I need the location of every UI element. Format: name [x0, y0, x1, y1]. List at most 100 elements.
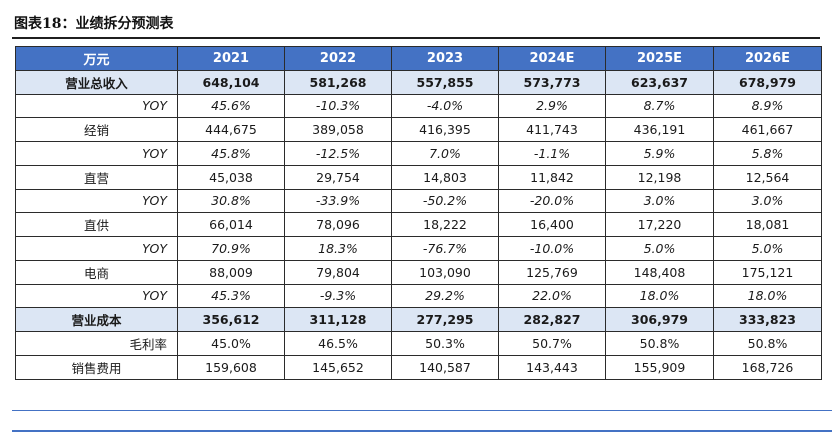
table-cell: 45.6% — [177, 93, 285, 119]
row-label: 电商 — [15, 259, 178, 285]
table-row: YOY 30.8% -33.9% -50.2% -20.0% 3.0% 3.0% — [15, 188, 822, 214]
table-row: YOY 45.3% -9.3% 29.2% 22.0% 18.0% 18.0% — [15, 283, 822, 309]
table-cell: -20.0% — [498, 188, 606, 214]
forecast-table: 万元 2021 2022 2023 2024E 2025E 2026E 营业总收入 648,1… — [15, 46, 822, 380]
row-label: 销售费用 — [15, 354, 178, 380]
table-header: 万元 2021 2022 2023 2024E 2025E 2026E — [15, 46, 822, 71]
table-cell: 70.9% — [177, 236, 285, 261]
header-row: 万元 2021 2022 2023 2024E 2025E 2026E — [15, 46, 822, 71]
table-cell: 30.8% — [177, 188, 285, 214]
header-year: 2024E — [498, 46, 606, 71]
table-row: 直供 66,014 78,096 18,222 16,400 17,220 18,081 — [15, 212, 822, 237]
header-year: 2021 — [177, 46, 285, 71]
table-cell: 18,081 — [713, 212, 822, 237]
table-cell: 45.3% — [177, 283, 285, 309]
table-cell: -12.5% — [284, 141, 392, 166]
table-cell: 17,220 — [605, 212, 714, 237]
table-cell: 7.0% — [391, 141, 499, 166]
row-label: 经销 — [15, 117, 178, 142]
table-cell: 306,979 — [605, 307, 714, 332]
footer-divider — [12, 430, 832, 432]
table-cell: 648,104 — [177, 69, 285, 95]
table-row: 营业总收入 648,104 581,268 557,855 573,773 623,637… — [15, 69, 822, 95]
row-label: 毛利率 — [15, 331, 178, 356]
table-cell: 411,743 — [498, 117, 606, 142]
table-row: YOY 45.6% -10.3% -4.0% 2.9% 8.7% 8.9% — [15, 93, 822, 119]
table-cell: 282,827 — [498, 307, 606, 332]
table-cell: -1.1% — [498, 141, 606, 166]
table-row: 直营 45,038 29,754 14,803 11,842 12,198 12,564 — [15, 164, 822, 190]
table-cell: 88,009 — [177, 259, 285, 285]
table-cell: 18.3% — [284, 236, 392, 261]
table-cell: 5.9% — [605, 141, 714, 166]
table-cell: -33.9% — [284, 188, 392, 214]
table-cell: 45,038 — [177, 164, 285, 190]
row-label: YOY — [15, 283, 178, 309]
table-cell: 45.0% — [177, 331, 285, 356]
row-label: YOY — [15, 188, 178, 214]
table-cell: -4.0% — [391, 93, 499, 119]
table-cell: 50.8% — [713, 331, 822, 356]
table-cell: 416,395 — [391, 117, 499, 142]
table-cell: 389,058 — [284, 117, 392, 142]
table-cell: -9.3% — [284, 283, 392, 309]
table-cell: 581,268 — [284, 69, 392, 95]
table-cell: 29,754 — [284, 164, 392, 190]
table-cell: 155,909 — [605, 354, 714, 380]
row-label: 营业成本 — [15, 307, 178, 332]
table-cell: 50.8% — [605, 331, 714, 356]
header-year: 2026E — [713, 46, 822, 71]
table-cell: -76.7% — [391, 236, 499, 261]
row-label: YOY — [15, 236, 178, 261]
table-cell: 623,637 — [605, 69, 714, 95]
table-cell: 46.5% — [284, 331, 392, 356]
table-cell: 3.0% — [713, 188, 822, 214]
table-cell: 143,443 — [498, 354, 606, 380]
table-cell: 168,726 — [713, 354, 822, 380]
table-cell: 50.7% — [498, 331, 606, 356]
table-cell: 277,295 — [391, 307, 499, 332]
table-row: 营业成本 356,612 311,128 277,295 282,827 306,979 3… — [15, 307, 822, 332]
table-cell: 5.0% — [605, 236, 714, 261]
table-cell: 79,804 — [284, 259, 392, 285]
table-cell: 66,014 — [177, 212, 285, 237]
table-cell: 461,667 — [713, 117, 822, 142]
table-cell: 18,222 — [391, 212, 499, 237]
table-cell: 16,400 — [498, 212, 606, 237]
table-cell: 103,090 — [391, 259, 499, 285]
table-cell: 145,652 — [284, 354, 392, 380]
table-cell: 18.0% — [713, 283, 822, 309]
table-cell: 356,612 — [177, 307, 285, 332]
table-body: 营业总收入 648,104 581,268 557,855 573,773 623,637… — [15, 69, 822, 380]
table-cell: 45.8% — [177, 141, 285, 166]
table-cell: 159,608 — [177, 354, 285, 380]
table-cell: 5.0% — [713, 236, 822, 261]
table-cell: 2.9% — [498, 93, 606, 119]
table-cell: 557,855 — [391, 69, 499, 95]
header-year: 2023 — [391, 46, 499, 71]
table-cell: 436,191 — [605, 117, 714, 142]
table-cell: -10.3% — [284, 93, 392, 119]
bottom-divider — [12, 410, 832, 411]
row-label: YOY — [15, 93, 178, 119]
table-cell: 148,408 — [605, 259, 714, 285]
title-divider — [12, 37, 820, 39]
table-cell: 11,842 — [498, 164, 606, 190]
table-cell: 29.2% — [391, 283, 499, 309]
row-label: 直营 — [15, 164, 178, 190]
table-cell: 5.8% — [713, 141, 822, 166]
table-cell: 311,128 — [284, 307, 392, 332]
table-cell: 125,769 — [498, 259, 606, 285]
table-cell: 3.0% — [605, 188, 714, 214]
row-label: 直供 — [15, 212, 178, 237]
table-cell: 50.3% — [391, 331, 499, 356]
table-row: 经销 444,675 389,058 416,395 411,743 436,191 461… — [15, 117, 822, 142]
table-cell: 444,675 — [177, 117, 285, 142]
table-cell: 678,979 — [713, 69, 822, 95]
header-year: 2025E — [605, 46, 714, 71]
table-row: 销售费用 159,608 145,652 140,587 143,443 155,909 1… — [15, 354, 822, 380]
table-cell: 22.0% — [498, 283, 606, 309]
footer-text-fragment — [640, 436, 780, 445]
table-row: 毛利率 45.0% 46.5% 50.3% 50.7% 50.8% 50.8% — [15, 331, 822, 356]
header-year: 2022 — [284, 46, 392, 71]
